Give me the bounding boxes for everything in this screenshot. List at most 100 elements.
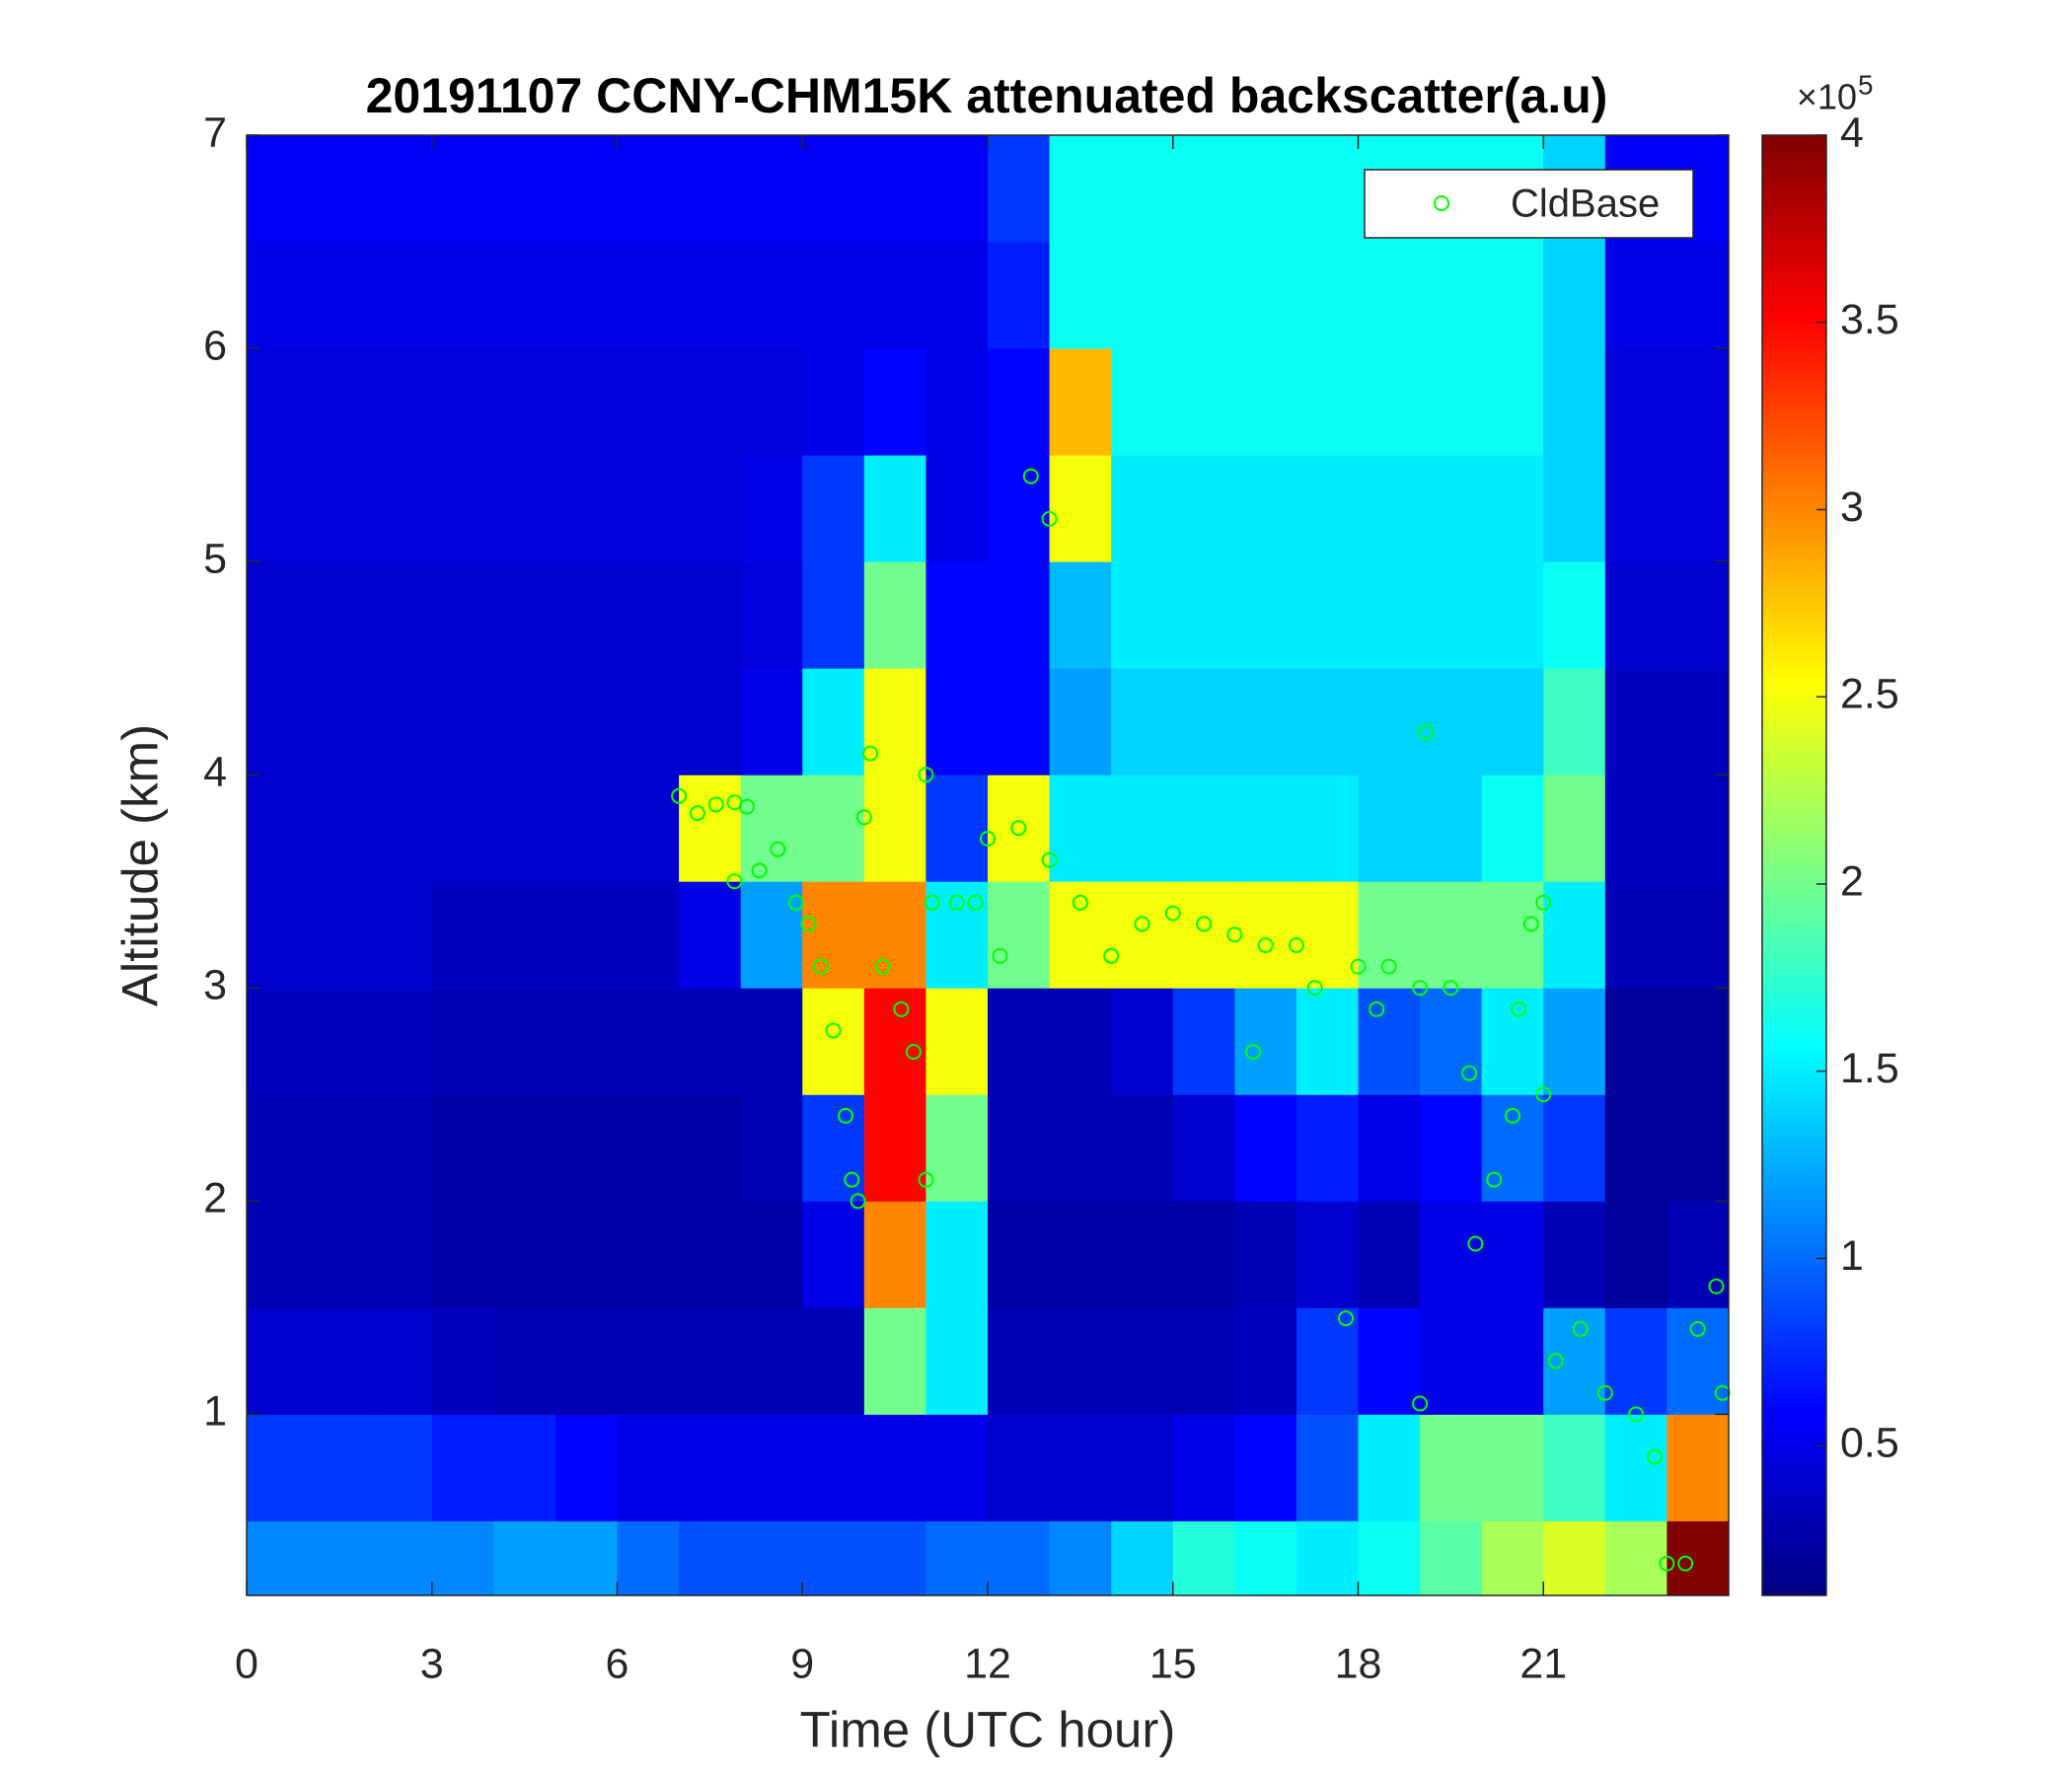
heat-cell <box>1234 1094 1297 1202</box>
heat-cell <box>617 668 680 776</box>
colorbar-exponent: 5 <box>1858 69 1874 100</box>
heat-cell <box>617 775 680 882</box>
heat-cell <box>617 881 680 989</box>
heat-cell <box>1234 348 1297 456</box>
heat-cell <box>925 455 989 562</box>
heat-cell <box>1604 775 1667 882</box>
heat-cell <box>1543 348 1606 456</box>
heat-cell <box>1172 348 1235 456</box>
heat-cell <box>1420 775 1483 882</box>
heat-cell <box>1111 668 1174 776</box>
cloud-base-point <box>671 787 688 804</box>
heat-cell <box>1666 775 1729 882</box>
heat-cell <box>1358 668 1421 776</box>
heat-cell <box>1111 1307 1174 1415</box>
heat-cell <box>988 561 1051 669</box>
heat-cell <box>863 135 926 243</box>
cloud-base-point <box>1010 820 1027 837</box>
heat-cell <box>555 242 618 349</box>
heat-cell <box>617 1414 680 1521</box>
heat-cell <box>555 775 618 882</box>
heat-cell <box>1358 1201 1421 1308</box>
heat-cell <box>1234 988 1297 1095</box>
heat-cell <box>740 1307 803 1415</box>
heat-cell <box>802 881 865 989</box>
heat-cell <box>679 242 742 349</box>
heat-cell <box>1358 348 1421 456</box>
heat-cell <box>1049 135 1112 243</box>
cloud-base-point <box>1196 916 1213 932</box>
cloud-base-point <box>967 894 984 911</box>
heat-cell <box>493 988 556 1095</box>
heat-cell <box>1295 881 1359 989</box>
heat-cell <box>1295 775 1359 882</box>
heat-cell <box>493 1094 556 1202</box>
heat-cell <box>1111 881 1174 989</box>
heat-cell <box>1420 1201 1483 1308</box>
heat-cell <box>493 348 556 456</box>
colorbar-tick-label: 1.5 <box>1840 1045 1899 1092</box>
heat-cell <box>740 455 803 562</box>
heat-cell <box>1481 348 1544 456</box>
heat-cell <box>1295 1094 1359 1202</box>
heat-cell <box>1234 135 1297 243</box>
heat-cell <box>863 1520 926 1595</box>
heat-cell <box>679 1201 742 1308</box>
heat-cell <box>1111 242 1174 349</box>
heat-cell <box>431 1307 494 1415</box>
heat-cell <box>1666 242 1729 349</box>
heat-cell <box>1172 1520 1235 1595</box>
heat-cell <box>1295 1201 1359 1308</box>
heat-cell <box>925 242 989 349</box>
y-tick-label: 2 <box>203 1175 227 1222</box>
heat-cell <box>863 1414 926 1521</box>
y-axis-label: Altitude (km) <box>111 724 168 1006</box>
heat-cell <box>863 561 926 669</box>
cloud-base-point <box>707 796 724 813</box>
heat-cell <box>863 988 926 1095</box>
heat-cell <box>370 1414 433 1521</box>
heat-cell <box>1543 1094 1606 1202</box>
heat-cell <box>1111 1201 1174 1308</box>
heatmap <box>247 135 1729 1595</box>
cloud-base-point <box>918 767 934 783</box>
heat-cell <box>370 455 433 562</box>
heat-cell <box>308 242 371 349</box>
heat-cell <box>988 348 1051 456</box>
heat-cell <box>1543 455 1606 562</box>
heat-cell <box>1172 1307 1235 1415</box>
cloud-base-point <box>738 798 755 815</box>
heat-cell <box>247 1307 310 1415</box>
heat-cell <box>679 1414 742 1521</box>
heat-cell <box>431 348 494 456</box>
heat-cell <box>1049 881 1112 989</box>
heat-cell <box>802 988 865 1095</box>
heat-cell <box>925 348 989 456</box>
heat-cell <box>1666 1094 1729 1202</box>
heat-cell <box>802 1307 865 1415</box>
heat-cell <box>1604 242 1667 349</box>
heat-cell <box>925 561 989 669</box>
heat-cell <box>1234 1307 1297 1415</box>
colorbar-tick-label: 1 <box>1840 1232 1864 1280</box>
heat-cell <box>1481 1094 1544 1202</box>
cloud-base-point <box>800 916 817 932</box>
cloud-base-point <box>1659 1555 1675 1572</box>
y-tick-label: 7 <box>203 109 227 156</box>
heat-cell <box>1604 1520 1667 1595</box>
cloud-base-point <box>1412 1395 1429 1412</box>
heat-cell <box>1604 988 1667 1095</box>
cloud-base-point <box>874 958 891 975</box>
heat-cell <box>1358 881 1421 989</box>
heat-cell <box>431 455 494 562</box>
heat-cell <box>308 348 371 456</box>
heat-cell <box>1481 775 1544 882</box>
heat-cell <box>1604 348 1667 456</box>
heat-cell <box>1172 668 1235 776</box>
heat-cell <box>1295 988 1359 1095</box>
heat-cell <box>617 1520 680 1595</box>
heat-cell <box>1234 1414 1297 1521</box>
heat-cell <box>925 1520 989 1595</box>
cloud-base-point <box>893 1000 910 1017</box>
